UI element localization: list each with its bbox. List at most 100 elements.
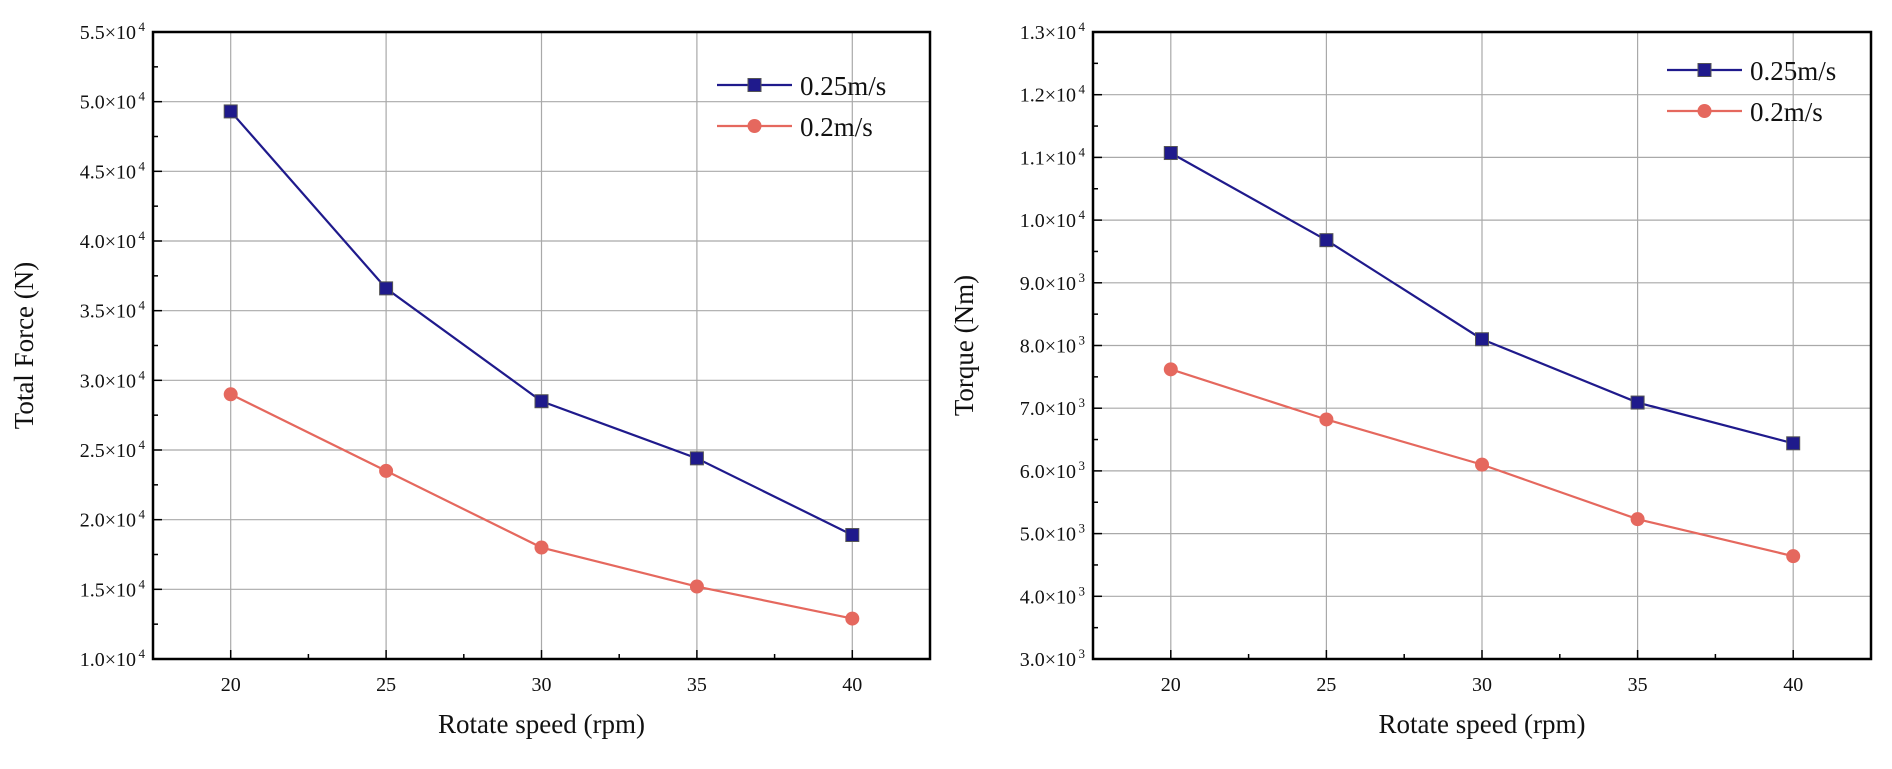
y-tick-exponent: 4 [139, 19, 146, 34]
data-point [845, 527, 860, 542]
y-tick-mantissa: 1.5×10 [80, 579, 136, 601]
x-tick-label: 30 [1472, 674, 1492, 696]
y-tick-label: 45.0×10 [80, 89, 146, 114]
torque-chart: 20 25 30 35 4033.0×1034.0×1035.0×1036.0×1037… [949, 19, 1873, 739]
y-tick-label: 36.0×10 [1020, 458, 1085, 483]
data-point [1319, 233, 1334, 248]
y-tick-mantissa: 2.5×10 [80, 440, 136, 462]
legend-label: 0.25m/s [800, 71, 886, 101]
y-tick-exponent: 4 [139, 298, 146, 313]
y-tick-exponent: 3 [1079, 395, 1086, 410]
y-tick-mantissa: 6.0×10 [1020, 461, 1076, 483]
y-tick-mantissa: 1.2×10 [1020, 85, 1076, 107]
legend: 0.25m/s 0.2m/s [717, 71, 886, 142]
y-tick-label: 37.0×10 [1020, 395, 1085, 420]
y-tick-mantissa: 1.0×10 [80, 649, 136, 671]
y-tick-mantissa: 4.5×10 [80, 161, 136, 183]
y-tick-label: 41.2×10 [1020, 82, 1086, 107]
y-tick-label: 42.0×10 [80, 507, 146, 532]
y-tick-exponent: 3 [1079, 458, 1086, 473]
x-tick-label: 25 [1316, 674, 1336, 696]
series-0.25m/s [223, 104, 860, 542]
y-tick-exponent: 3 [1079, 270, 1086, 285]
x-tick-label: 20 [1161, 674, 1181, 696]
data-point [379, 281, 394, 296]
y-tick-exponent: 3 [1079, 333, 1086, 348]
data-point [223, 387, 238, 402]
data-point [534, 540, 549, 555]
x-tick-label: 35 [687, 674, 707, 696]
y-tick-mantissa: 1.3×10 [1020, 22, 1076, 44]
y-tick-mantissa: 9.0×10 [1020, 273, 1076, 295]
y-tick-label: 35.0×10 [1020, 521, 1085, 546]
plot-frame [151, 30, 932, 661]
y-tick-label: 43.5×10 [80, 298, 146, 323]
y-tick-exponent: 4 [139, 576, 146, 591]
y-axis-title: Torque (Nm) [949, 275, 979, 416]
legend-marker [1697, 63, 1712, 77]
y-tick-exponent: 4 [139, 89, 146, 104]
y-tick-label: 42.5×10 [80, 437, 146, 462]
series-0.25m/s [1163, 146, 1801, 451]
y-tick-mantissa: 5.0×10 [1020, 524, 1076, 546]
x-tick-label: 20 [221, 674, 241, 696]
y-tick-mantissa: 5.0×10 [80, 92, 136, 114]
y-tick-label: 41.5×10 [80, 576, 146, 601]
y-tick-mantissa: 8.0×10 [1020, 336, 1076, 358]
y-tick-label: 41.0×10 [80, 646, 146, 671]
legend-marker [747, 78, 762, 92]
x-tick-label: 40 [842, 674, 862, 696]
x-axis-title: Rotate speed (rpm) [438, 709, 645, 739]
x-tick-label: 30 [532, 674, 552, 696]
data-point [1163, 146, 1178, 161]
legend-marker [747, 119, 762, 133]
y-tick-exponent: 4 [139, 646, 146, 661]
y-tick-label: 44.0×10 [80, 228, 146, 253]
y-tick-mantissa: 1.0×10 [1020, 210, 1076, 232]
y-tick-label: 33.0×10 [1020, 646, 1085, 671]
data-point [1630, 512, 1645, 527]
x-axis-title: Rotate speed (rpm) [1379, 709, 1586, 739]
legend: 0.25m/s 0.2m/s [1667, 56, 1836, 127]
data-point [223, 104, 238, 119]
y-tick-label: 44.5×10 [80, 158, 146, 183]
y-tick-exponent: 4 [1079, 144, 1086, 159]
series-0.2m/s [1163, 362, 1801, 564]
y-tick-exponent: 4 [139, 507, 146, 522]
y-tick-label: 41.3×10 [1020, 19, 1086, 44]
y-tick-mantissa: 4.0×10 [80, 231, 136, 253]
data-point [689, 579, 704, 594]
data-point [1319, 412, 1334, 427]
y-tick-label: 38.0×10 [1020, 333, 1085, 358]
series-0.2m/s [223, 387, 860, 626]
y-tick-label: 41.1×10 [1020, 144, 1086, 169]
y-tick-exponent: 3 [1079, 521, 1086, 536]
y-tick-mantissa: 3.0×10 [80, 370, 136, 392]
y-tick-mantissa: 3.0×10 [1020, 649, 1076, 671]
y-tick-mantissa: 1.1×10 [1020, 147, 1076, 169]
legend-label: 0.2m/s [800, 112, 873, 142]
y-tick-label: 41.0×10 [1020, 207, 1086, 232]
y-tick-mantissa: 7.0×10 [1020, 398, 1076, 420]
data-point [1786, 549, 1801, 564]
y-tick-label: 45.5×10 [80, 19, 146, 44]
total-force-chart: 20 25 30 35 4041.0×1041.5×1042.0×1042.5×1043… [9, 19, 932, 739]
y-tick-exponent: 4 [139, 437, 146, 452]
data-point [1475, 457, 1489, 472]
data-point [1163, 362, 1178, 377]
y-tick-exponent: 4 [1079, 207, 1086, 222]
y-tick-exponent: 4 [1079, 19, 1086, 34]
data-point [534, 394, 549, 409]
legend-label: 0.2m/s [1750, 97, 1823, 127]
plot-frame [1091, 30, 1873, 661]
y-tick-mantissa: 2.0×10 [80, 510, 136, 532]
legend-label: 0.25m/s [1750, 56, 1836, 86]
y-tick-exponent: 4 [139, 228, 146, 243]
y-tick-label: 34.0×10 [1020, 583, 1085, 608]
x-tick-label: 40 [1783, 674, 1803, 696]
legend-marker [1697, 104, 1712, 118]
data-point [1475, 332, 1489, 347]
y-tick-mantissa: 5.5×10 [80, 22, 136, 44]
x-tick-label: 35 [1628, 674, 1648, 696]
